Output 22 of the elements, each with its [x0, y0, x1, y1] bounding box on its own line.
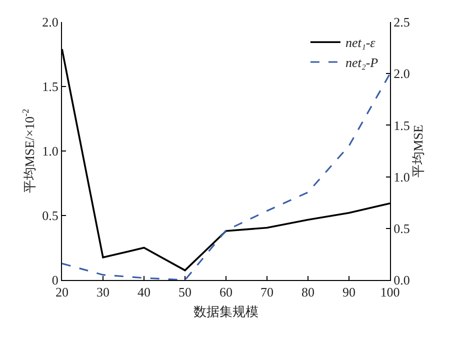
- x-axis-title: 数据集规模: [194, 304, 258, 320]
- y2-tick-label: 1.0: [394, 169, 410, 184]
- y2-tick-label: 0.5: [394, 220, 410, 236]
- y-tick-label: 0.5: [42, 208, 58, 224]
- x-tick-label: 60: [220, 284, 232, 300]
- x-tick-label: 20: [56, 284, 68, 300]
- y-tick-label: 0: [52, 272, 58, 288]
- x-tick-label: 40: [138, 284, 150, 300]
- x-tick-label: 30: [96, 284, 110, 300]
- x-tick-label: 80: [302, 284, 314, 300]
- x-tick-label: 90: [342, 284, 356, 300]
- y2-tick-label: 2.0: [394, 66, 410, 82]
- x-tick-label: 70: [260, 284, 274, 300]
- legend-label: net₁-ε: [345, 35, 376, 50]
- x-tick-label: 50: [178, 284, 192, 300]
- y-tick-label: 2.0: [42, 14, 58, 30]
- y2-axis-title: 平均MSE: [410, 124, 426, 178]
- y2-tick-label: 2.5: [394, 14, 410, 30]
- y-tick-label: 1.5: [42, 79, 58, 94]
- legend-label: net₂-P: [345, 55, 378, 70]
- y-tick-label: 1.0: [42, 144, 58, 159]
- y2-tick-label: 1.5: [394, 118, 410, 133]
